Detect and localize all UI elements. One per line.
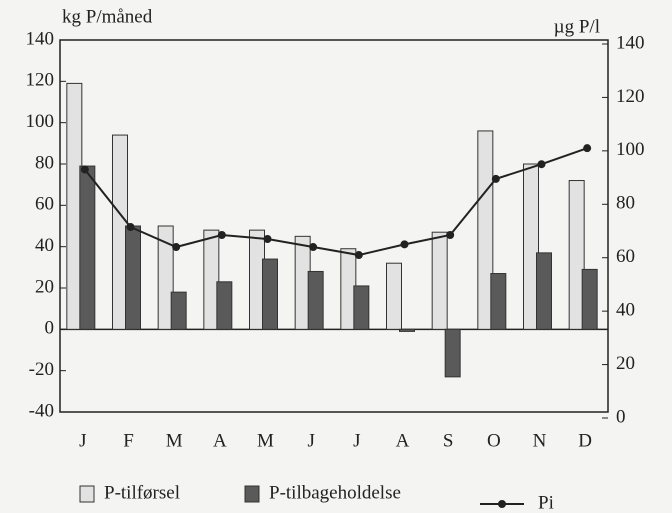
bar bbox=[203, 229, 220, 330]
y2-tick-label: 100 bbox=[616, 139, 645, 160]
x-tick-label: A bbox=[396, 430, 410, 451]
y2-tick-label: 120 bbox=[616, 86, 645, 107]
y-tick-label: 20 bbox=[35, 276, 54, 297]
legend-swatch bbox=[79, 485, 95, 503]
y2-axis-label: µg P/l bbox=[554, 16, 600, 37]
bar bbox=[490, 273, 507, 330]
line bbox=[84, 147, 588, 257]
bar bbox=[307, 270, 324, 330]
x-tick-label: O bbox=[487, 430, 501, 451]
point bbox=[172, 243, 181, 252]
bar bbox=[170, 291, 187, 330]
point bbox=[309, 243, 318, 252]
plot-frame bbox=[59, 39, 609, 413]
point bbox=[217, 231, 226, 240]
y2-tick-label: 60 bbox=[616, 246, 635, 267]
bar bbox=[536, 252, 552, 330]
bar bbox=[125, 225, 141, 330]
bar bbox=[444, 328, 461, 378]
point bbox=[354, 251, 363, 260]
bar bbox=[216, 281, 233, 330]
y-tick-label: 60 bbox=[35, 194, 54, 215]
point bbox=[263, 235, 272, 244]
y-tick-label: -20 bbox=[29, 359, 54, 380]
x-tick-label: A bbox=[213, 430, 227, 451]
point bbox=[126, 222, 135, 231]
bar bbox=[477, 130, 494, 330]
legend-label: Pi bbox=[538, 492, 554, 513]
point bbox=[583, 144, 592, 153]
bar bbox=[262, 258, 278, 330]
bar bbox=[431, 231, 448, 330]
y-tick-label: 80 bbox=[35, 152, 54, 173]
bar bbox=[399, 328, 415, 332]
point bbox=[491, 174, 500, 183]
x-tick-label: J bbox=[79, 430, 86, 451]
y2-tick-label: 40 bbox=[616, 300, 635, 321]
x-tick-label: J bbox=[307, 430, 314, 451]
legend-dot bbox=[498, 500, 506, 508]
y2-tick-label: 0 bbox=[616, 406, 626, 427]
bar bbox=[386, 262, 402, 330]
bar bbox=[79, 165, 96, 330]
y-tick-label: 100 bbox=[26, 111, 55, 132]
x-tick-label: S bbox=[443, 430, 454, 451]
point bbox=[446, 231, 455, 240]
y-tick-label: 140 bbox=[26, 28, 55, 49]
x-tick-label: M bbox=[257, 430, 274, 451]
point bbox=[80, 165, 89, 174]
y-tick-label: 0 bbox=[45, 318, 55, 339]
point bbox=[537, 160, 546, 169]
y2-tick-label: 80 bbox=[616, 193, 635, 214]
bar bbox=[523, 163, 539, 330]
y-tick-label: 40 bbox=[35, 235, 54, 256]
legend-swatch bbox=[244, 485, 260, 503]
y-axis-label: kg P/måned bbox=[62, 6, 153, 27]
x-tick-label: J bbox=[353, 430, 360, 451]
point bbox=[400, 240, 409, 249]
x-tick-label: M bbox=[166, 430, 183, 451]
legend-label: P-tilbageholdelse bbox=[269, 482, 401, 503]
x-tick-label: F bbox=[123, 430, 134, 451]
bar bbox=[157, 225, 174, 330]
y-tick-label: -40 bbox=[29, 400, 54, 421]
legend-label: P-tilførsel bbox=[104, 482, 180, 503]
bar bbox=[568, 180, 585, 330]
bar bbox=[581, 268, 598, 330]
bar bbox=[353, 285, 370, 330]
y2-tick-label: 20 bbox=[616, 353, 635, 374]
y-tick-label: 120 bbox=[26, 70, 55, 91]
y2-tick-label: 140 bbox=[616, 32, 645, 53]
x-tick-label: N bbox=[533, 430, 547, 451]
x-tick-label: D bbox=[578, 430, 592, 451]
